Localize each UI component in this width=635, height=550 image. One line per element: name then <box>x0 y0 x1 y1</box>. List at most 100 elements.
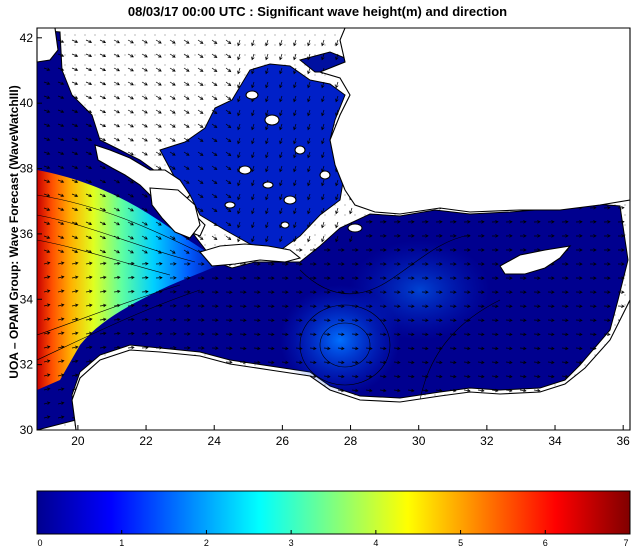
direction-arrow <box>237 81 241 89</box>
direction-arrow <box>239 304 247 308</box>
direction-arrow <box>141 331 149 336</box>
direction-arrow <box>393 318 401 322</box>
direction-arrow <box>421 290 429 294</box>
direction-arrow <box>379 220 387 224</box>
direction-arrow <box>293 235 297 243</box>
direction-arrow <box>351 276 359 280</box>
direction-arrow <box>281 360 289 365</box>
direction-arrow <box>365 276 373 280</box>
direction-arrow <box>99 289 107 294</box>
direction-arrow <box>603 304 611 308</box>
direction-arrow <box>323 304 331 308</box>
direction-arrow <box>169 165 176 170</box>
direction-arrow <box>547 234 555 238</box>
aegean-island <box>238 165 252 175</box>
direction-arrow <box>57 387 65 391</box>
direction-arrow <box>169 39 176 44</box>
direction-arrow <box>239 318 247 322</box>
direction-arrow <box>435 318 443 322</box>
direction-arrow <box>127 207 134 212</box>
direction-arrow <box>169 235 176 240</box>
direction-arrow <box>589 332 597 337</box>
direction-arrow <box>251 179 255 187</box>
direction-arrow <box>519 234 527 238</box>
direction-arrow <box>57 95 65 99</box>
direction-arrow <box>71 235 79 239</box>
y-tick-label: 36 <box>20 227 34 241</box>
direction-arrow <box>99 249 107 254</box>
direction-arrow <box>85 151 93 156</box>
direction-arrow <box>505 220 513 224</box>
direction-arrow <box>71 221 79 225</box>
direction-arrow <box>141 249 148 254</box>
direction-arrow <box>449 220 457 224</box>
direction-arrow <box>351 332 359 337</box>
direction-arrow <box>141 109 148 114</box>
direction-arrow <box>463 374 471 379</box>
direction-arrow <box>57 303 65 307</box>
direction-arrow <box>603 248 611 252</box>
direction-arrow <box>435 290 443 294</box>
direction-arrow <box>337 360 345 365</box>
direction-arrow <box>141 95 148 100</box>
direction-arrow <box>603 276 611 280</box>
direction-arrow <box>43 165 51 169</box>
direction-arrow <box>155 221 162 226</box>
direction-arrow <box>575 276 583 280</box>
direction-arrow <box>365 234 373 238</box>
direction-arrow <box>197 318 205 322</box>
direction-arrow <box>463 262 471 266</box>
direction-arrow <box>225 221 232 227</box>
direction-arrow <box>169 318 177 322</box>
direction-arrow <box>505 346 513 351</box>
aegean-island <box>280 221 290 229</box>
direction-arrow <box>237 235 241 243</box>
direction-arrow <box>127 249 134 254</box>
direction-arrow <box>561 318 569 322</box>
direction-arrow <box>421 220 429 224</box>
direction-arrow <box>279 123 283 131</box>
direction-arrow <box>57 345 65 349</box>
direction-arrow <box>71 261 79 266</box>
direction-arrow <box>265 95 269 103</box>
direction-arrow <box>351 318 359 322</box>
direction-arrow <box>99 235 107 240</box>
y-tick-label: 42 <box>20 31 34 45</box>
direction-arrow <box>379 318 387 322</box>
direction-arrow <box>351 360 359 365</box>
direction-arrow <box>421 374 429 379</box>
direction-arrow <box>589 304 597 308</box>
direction-arrow <box>225 81 232 87</box>
x-tick-label: 32 <box>480 434 494 448</box>
direction-arrow <box>547 346 555 351</box>
direction-arrow <box>211 207 218 213</box>
aegean-island <box>264 114 280 126</box>
direction-arrow <box>183 95 190 100</box>
direction-arrow <box>337 388 345 393</box>
direction-arrow <box>127 67 134 72</box>
direction-arrow <box>155 318 163 322</box>
direction-arrow <box>321 137 325 145</box>
direction-arrow <box>57 359 65 363</box>
direction-arrow <box>237 207 241 215</box>
direction-arrow <box>335 95 339 103</box>
cyprus <box>499 245 572 275</box>
direction-arrow <box>183 332 191 336</box>
direction-arrow <box>575 360 583 365</box>
direction-arrow <box>267 346 275 351</box>
direction-arrow <box>379 290 387 294</box>
direction-arrow <box>85 303 93 308</box>
direction-arrow <box>113 275 121 280</box>
direction-arrow <box>197 304 205 308</box>
direction-arrow <box>307 207 311 215</box>
direction-arrow <box>463 346 471 351</box>
direction-arrow <box>365 262 373 266</box>
direction-arrow <box>71 39 79 43</box>
direction-arrow <box>323 346 331 351</box>
direction-arrow <box>519 220 527 224</box>
direction-arrow <box>491 248 499 252</box>
direction-arrow <box>519 304 527 308</box>
direction-arrow <box>267 332 275 337</box>
direction-arrow <box>225 290 233 294</box>
direction-arrow <box>251 151 255 159</box>
